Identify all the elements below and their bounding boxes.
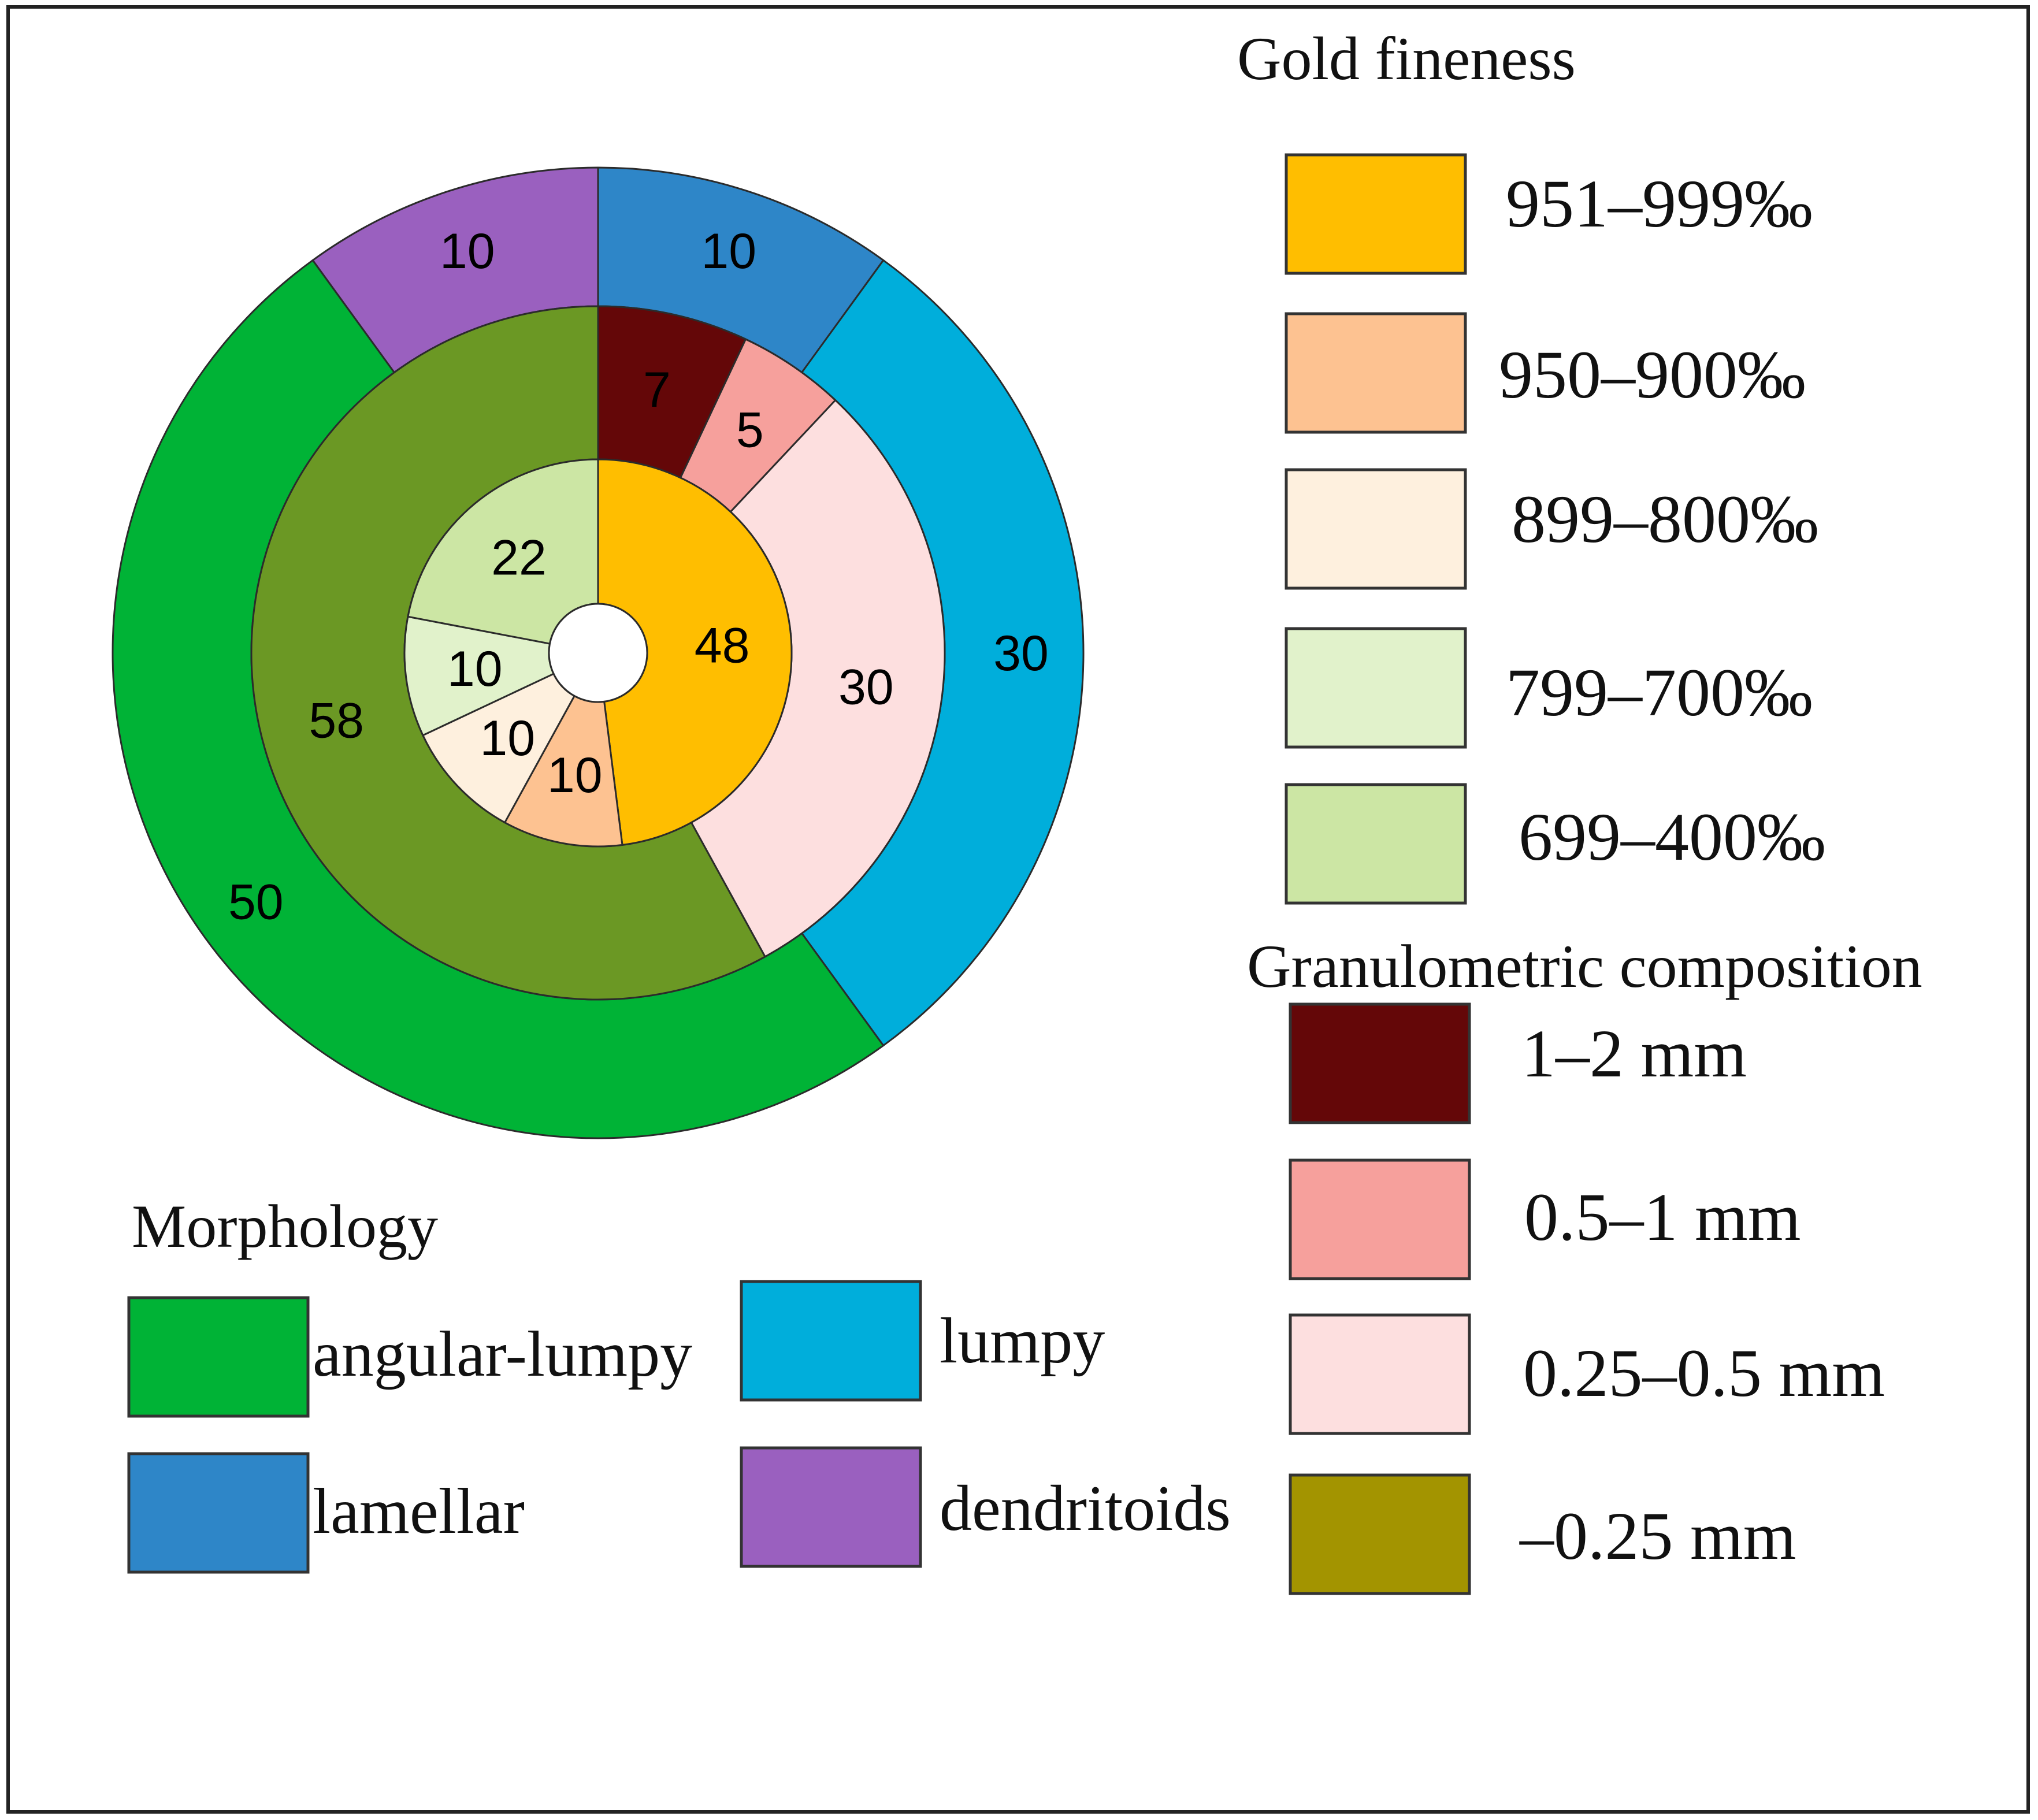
slice-outer-angular_lumpy <box>113 260 883 1138</box>
legend-label-lamellar: lamellar <box>313 1476 525 1547</box>
legend-swatch-899-800 <box>1285 468 1467 590</box>
legend-label-05-1mm: 0.5–1 mm <box>1524 1179 1801 1255</box>
legend-label-dendritoids: dendritoids <box>940 1473 1231 1544</box>
data-label-inner-f_899_800: 10 <box>480 711 535 766</box>
data-label-inner-f_799_700: 10 <box>447 641 503 697</box>
data-label-middle-g_lt_025: 58 <box>309 693 364 748</box>
data-label-outer-lamellar: 10 <box>701 224 756 279</box>
legend-swatch-dendritoids <box>740 1446 922 1568</box>
data-label-inner-f_950_900: 10 <box>547 748 603 803</box>
legend-swatch-angular-lumpy <box>127 1296 310 1418</box>
legend-label-899-800: 899–800‰ <box>1512 481 1818 557</box>
legend-granulometric-title: Granulometric composition <box>1247 933 1922 1000</box>
legend-label-025-05mm: 0.25–0.5 mm <box>1523 1335 1885 1411</box>
legend-swatch-799-700 <box>1285 627 1467 749</box>
legend-swatch-950-900 <box>1285 312 1467 434</box>
legend-swatch-lamellar <box>127 1452 310 1574</box>
legend-label-699-400: 699–400‰ <box>1519 799 1825 875</box>
data-label-inner-f_699_400: 22 <box>491 530 547 585</box>
legend-label-951-999: 951–999‰ <box>1506 166 1813 242</box>
legend-swatch-lumpy <box>740 1280 922 1402</box>
legend-label-lumpy: lumpy <box>940 1305 1105 1377</box>
data-label-outer-lumpy: 30 <box>993 626 1049 681</box>
legend-label-1-2mm: 1–2 mm <box>1521 1016 1747 1091</box>
legend-swatch-lt-025mm <box>1289 1473 1471 1595</box>
legend-granulometric: Granulometric composition 1–2 mm 0.5–1 m… <box>1247 933 1922 1595</box>
data-label-inner-f_951_999: 48 <box>695 618 750 674</box>
legend-swatch-05-1mm <box>1289 1158 1471 1280</box>
legend-gold-fineness-title: Gold fineness <box>1237 25 1576 92</box>
legend-label-lt-025mm: –0.25 mm <box>1519 1498 1796 1574</box>
legend-swatch-1-2mm <box>1289 1002 1471 1124</box>
legend-gold-fineness: Gold fineness 951–999‰ 950–900‰ 899–800‰… <box>1237 25 1825 905</box>
legend-morphology-title: Morphology <box>132 1193 438 1260</box>
legend-label-angular-lumpy: angular-lumpy <box>313 1318 692 1390</box>
donut-center-hole <box>548 603 648 703</box>
legend-swatch-699-400 <box>1285 783 1467 905</box>
legend-label-950-900: 950–900‰ <box>1499 337 1806 413</box>
data-label-middle-g_025_05: 30 <box>838 660 894 715</box>
legend-swatch-025-05mm <box>1289 1313 1471 1435</box>
legend-label-799-700: 799–700‰ <box>1506 655 1813 730</box>
data-label-outer-dendritoids: 10 <box>440 224 495 279</box>
legend-morphology: Morphology angular-lumpy lumpy lamellar … <box>127 1193 1231 1574</box>
data-label-middle-g_05_1: 5 <box>736 402 764 458</box>
data-label-outer-angular_lumpy: 50 <box>228 874 284 930</box>
data-label-middle-g_1_2: 7 <box>643 362 671 418</box>
legend-swatch-951-999 <box>1285 153 1467 275</box>
